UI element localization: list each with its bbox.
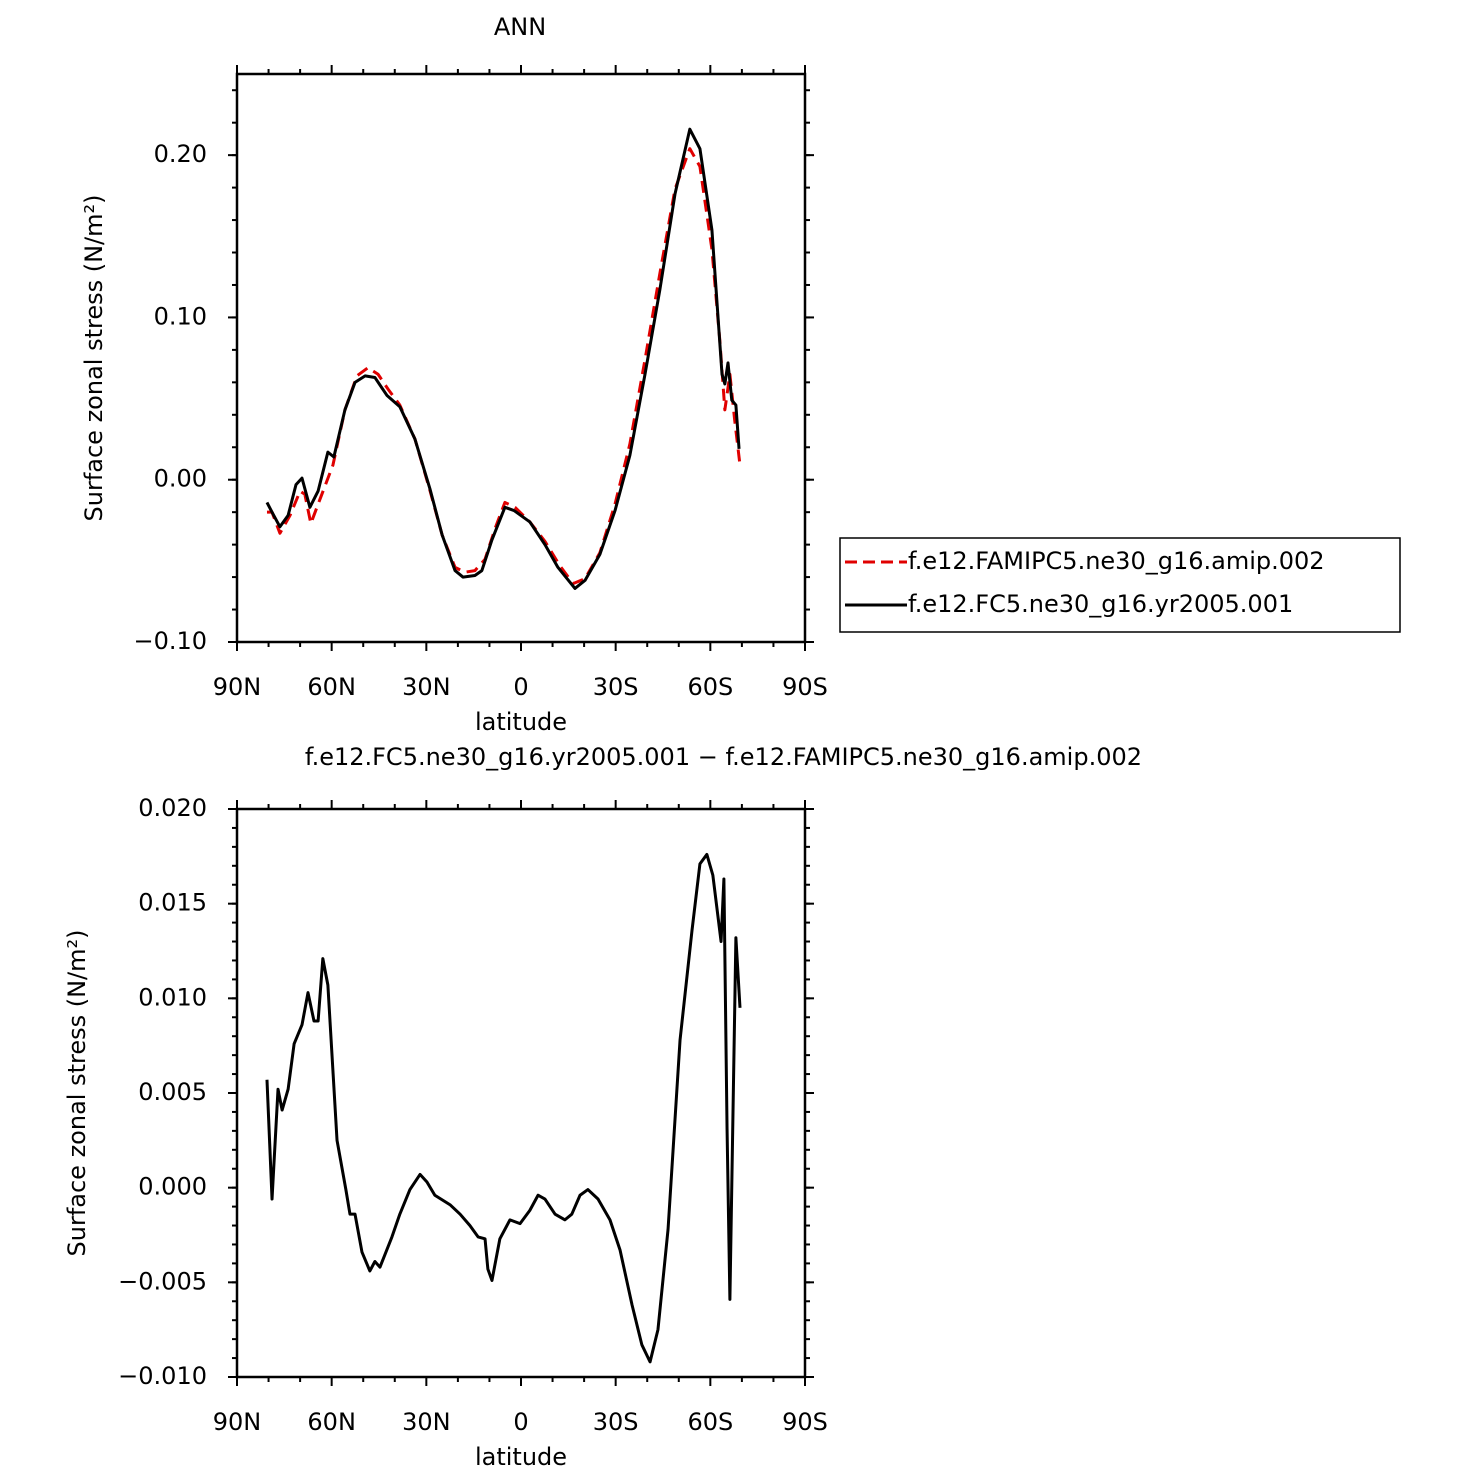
- y-axis-label: Surface zonal stress (N/m²): [63, 930, 91, 1257]
- y-tick-label: 0.10: [154, 302, 207, 330]
- x-tick-label: 60S: [687, 1408, 733, 1436]
- plot-frame: [235, 807, 807, 1379]
- y-tick-label: −0.005: [118, 1267, 207, 1295]
- data-line: [265, 852, 742, 1364]
- x-tick-label: 60N: [307, 673, 356, 701]
- x-tick-label: 0: [513, 1408, 528, 1436]
- y-tick-label: 0.010: [138, 983, 207, 1011]
- x-tick-label: 90S: [782, 673, 828, 701]
- y-tick-label: 0.20: [154, 140, 207, 168]
- x-tick-label: 60S: [687, 673, 733, 701]
- y-tick-label: 0.000: [138, 1173, 207, 1201]
- y-tick-label: 0.005: [138, 1078, 207, 1106]
- legend-box: [839, 537, 1401, 633]
- y-tick-label: −0.010: [118, 1362, 207, 1390]
- y-tick-label: 0.00: [154, 465, 207, 493]
- x-tick-label: 90N: [213, 1408, 262, 1436]
- chart-title: f.e12.FC5.ne30_g16.yr2005.001 − f.e12.FA…: [305, 743, 1142, 771]
- x-tick-label: 0: [513, 673, 528, 701]
- x-tick-label: 60N: [307, 1408, 356, 1436]
- y-axis-label: Surface zonal stress (N/m²): [80, 195, 108, 522]
- x-axis-label: latitude: [475, 1443, 567, 1471]
- x-tick-label: 30N: [402, 1408, 451, 1436]
- x-tick-label: 30S: [593, 1408, 639, 1436]
- x-tick-label: 90S: [782, 1408, 828, 1436]
- x-axis-label: latitude: [475, 708, 567, 736]
- data-line: [265, 127, 741, 590]
- plot-frame: [235, 72, 807, 644]
- data-line: [266, 147, 742, 586]
- y-tick-label: 0.015: [138, 889, 207, 917]
- x-tick-label: 30N: [402, 673, 451, 701]
- x-tick-label: 30S: [593, 673, 639, 701]
- legend-label: f.e12.FAMIPC5.ne30_g16.amip.002: [908, 547, 1325, 575]
- y-tick-label: −0.10: [133, 627, 207, 655]
- x-tick-label: 90N: [213, 673, 262, 701]
- legend-label: f.e12.FC5.ne30_g16.yr2005.001: [908, 590, 1293, 618]
- chart-title: ANN: [494, 13, 546, 41]
- y-tick-label: 0.020: [138, 794, 207, 822]
